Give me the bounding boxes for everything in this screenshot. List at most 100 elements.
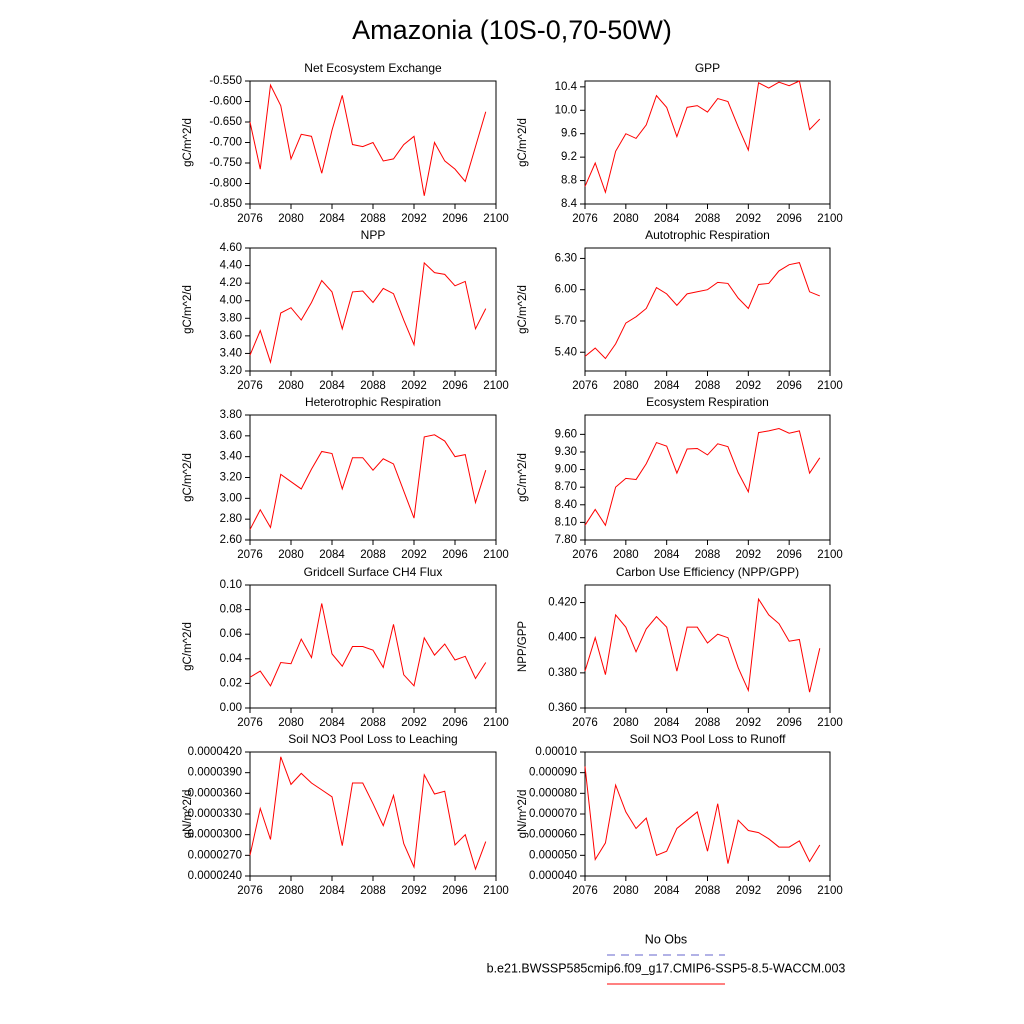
data-line (584, 766, 821, 864)
x-tick-label: 2096 (442, 717, 468, 729)
y-tick-label: 0.000060 (529, 829, 577, 841)
x-tick-label: 2084 (654, 549, 680, 561)
x-tick-label: 2100 (483, 213, 509, 225)
x-tick-label: 2092 (736, 380, 762, 392)
plot-frame (584, 414, 831, 541)
x-tick-label: 2088 (360, 380, 386, 392)
panel-title: GPP (695, 61, 720, 75)
panel-title: Gridcell Surface CH4 Flux (304, 565, 443, 579)
data-line (584, 427, 821, 527)
y-tick-label: 3.20 (220, 472, 242, 484)
y-tick-label: 3.60 (220, 430, 242, 442)
x-tick-label: 2076 (572, 213, 598, 225)
y-tick-label: 0.0000390 (188, 767, 242, 779)
x-tick-label: 2096 (776, 885, 802, 897)
panel-title: Carbon Use Efficiency (NPP/GPP) (616, 565, 799, 579)
x-tick-label: 2080 (278, 885, 304, 897)
x-tick-label: 2100 (817, 549, 843, 561)
y-tick-label: 9.6 (561, 128, 577, 140)
x-tick-label: 2084 (654, 380, 680, 392)
x-tick-label: 2088 (360, 717, 386, 729)
y-tick-label: -0.600 (209, 96, 242, 108)
y-tick-label: 0.0000360 (188, 787, 242, 799)
x-tick-label: 2096 (776, 380, 802, 392)
x-tick-label: 2076 (237, 380, 263, 392)
y-tick-label: 4.40 (220, 260, 242, 272)
data-line (584, 262, 820, 360)
x-tick-label: 2096 (442, 380, 468, 392)
x-tick-label: 2096 (776, 717, 802, 729)
x-tick-label: 2084 (654, 717, 680, 729)
y-axis-label: gC/m^2/d (182, 118, 194, 167)
x-tick-label: 2084 (319, 717, 345, 729)
legend-label: No Obs (645, 932, 687, 946)
y-axis-label: NPP/GPP (517, 621, 529, 672)
y-tick-label: 0.02 (220, 677, 242, 689)
x-tick-label: 2096 (442, 885, 468, 897)
panel-title: Net Ecosystem Exchange (304, 61, 442, 75)
data-line (249, 434, 487, 530)
x-tick-label: 2080 (613, 885, 639, 897)
plot-frame (584, 751, 831, 877)
y-tick-label: 7.80 (555, 534, 577, 546)
y-tick-label: 5.40 (555, 346, 577, 358)
x-tick-label: 2080 (613, 717, 639, 729)
panel-title: Autotrophic Respiration (645, 228, 770, 242)
x-tick-label: 2100 (817, 213, 843, 225)
x-tick-label: 2076 (237, 885, 263, 897)
y-tick-label: 2.80 (220, 513, 242, 525)
y-tick-label: 10.4 (555, 81, 578, 93)
y-tick-label: 9.2 (561, 151, 577, 163)
y-tick-label: -0.750 (209, 157, 242, 169)
x-tick-label: 2088 (360, 885, 386, 897)
y-tick-label: 3.80 (220, 312, 242, 324)
x-tick-label: 2092 (401, 885, 427, 897)
data-line (249, 756, 487, 871)
y-axis-label: gC/m^2/d (517, 285, 529, 334)
x-tick-label: 2080 (278, 549, 304, 561)
x-tick-label: 2080 (613, 549, 639, 561)
data-line (249, 261, 487, 365)
panel-title: Ecosystem Respiration (646, 395, 769, 409)
y-tick-label: 9.30 (555, 446, 577, 458)
y-tick-label: 0.0000330 (188, 808, 242, 820)
y-tick-label: 3.80 (220, 409, 242, 421)
x-tick-label: 2080 (278, 380, 304, 392)
y-tick-label: 0.0000300 (188, 829, 242, 841)
x-tick-label: 2100 (483, 885, 509, 897)
y-tick-label: 0.400 (548, 632, 577, 644)
y-tick-label: 8.8 (561, 175, 577, 187)
plot-frame (584, 247, 831, 372)
data-line (249, 603, 487, 687)
x-tick-label: 2084 (654, 885, 680, 897)
plot-frame (249, 751, 497, 877)
y-tick-label: 4.00 (220, 295, 242, 307)
y-tick-label: 8.40 (555, 499, 577, 511)
plot-frame (249, 584, 497, 709)
figure-title: Amazonia (10S-0,70-50W) (352, 15, 672, 45)
x-tick-label: 2084 (319, 549, 345, 561)
x-tick-label: 2096 (776, 213, 802, 225)
x-tick-label: 2088 (360, 549, 386, 561)
x-tick-label: 2100 (483, 380, 509, 392)
plot-frame (249, 414, 497, 541)
x-tick-label: 2092 (736, 717, 762, 729)
y-tick-label: 0.00010 (535, 746, 577, 758)
x-tick-label: 2084 (319, 885, 345, 897)
x-tick-label: 2076 (572, 885, 598, 897)
y-axis-label: gC/m^2/d (517, 118, 529, 167)
legend-label: b.e21.BWSSP585cmip6.f09_g17.CMIP6-SSP5-8… (487, 961, 846, 975)
y-tick-label: 5.70 (555, 315, 577, 327)
y-axis-label: gC/m^2/d (517, 453, 529, 502)
x-tick-label: 2100 (817, 717, 843, 729)
x-tick-label: 2080 (278, 717, 304, 729)
y-tick-label: 0.000070 (529, 808, 577, 820)
y-tick-label: 0.360 (548, 702, 577, 714)
y-tick-label: 4.60 (220, 242, 242, 254)
y-tick-label: 0.0000240 (188, 870, 242, 882)
x-tick-label: 2080 (613, 380, 639, 392)
y-tick-label: 3.40 (220, 347, 242, 359)
y-tick-label: -0.700 (209, 137, 242, 149)
x-tick-label: 2092 (401, 549, 427, 561)
y-tick-label: 3.40 (220, 451, 242, 463)
